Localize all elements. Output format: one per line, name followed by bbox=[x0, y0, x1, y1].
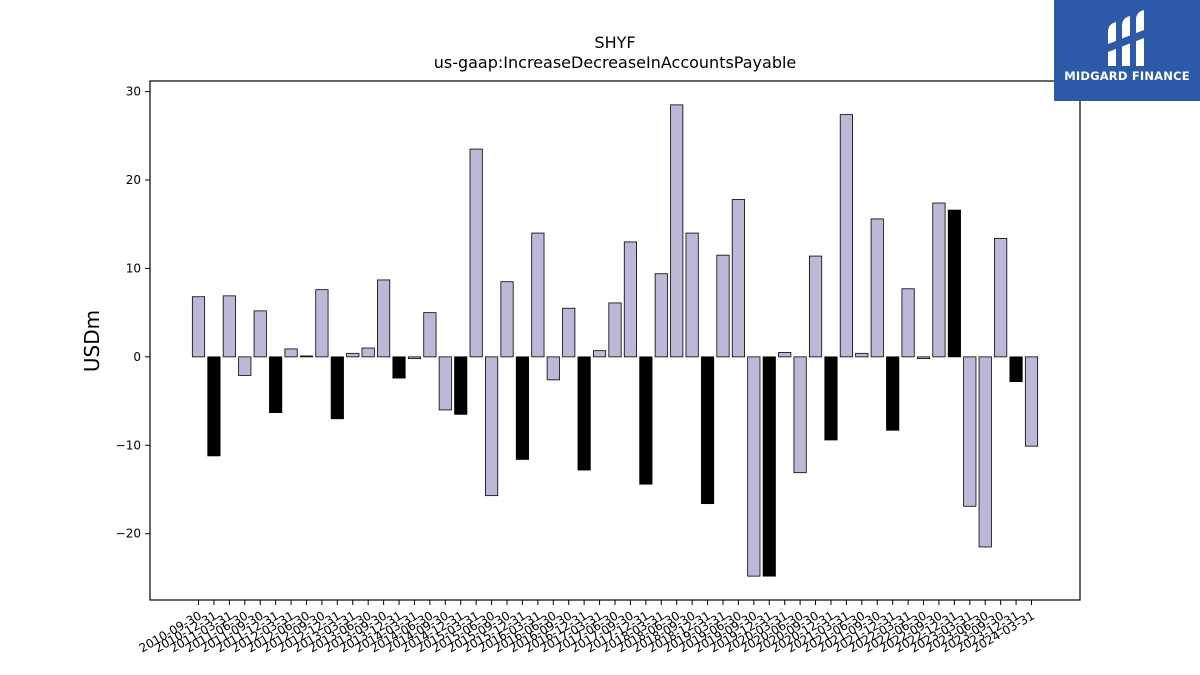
bar bbox=[469, 148, 483, 358]
bar bbox=[978, 356, 992, 548]
bar bbox=[654, 273, 668, 358]
bar bbox=[500, 281, 514, 358]
bar bbox=[608, 302, 622, 358]
bar bbox=[963, 356, 977, 507]
bar bbox=[778, 352, 792, 358]
y-tick-label: 30 bbox=[126, 85, 141, 99]
y-tick-label: 0 bbox=[133, 350, 141, 364]
y-axis: −20 −10 0 10 20 30 bbox=[116, 85, 150, 541]
bar bbox=[932, 202, 946, 358]
bar bbox=[747, 356, 761, 577]
brand-name: MIDGARD FINANCE bbox=[1064, 69, 1190, 83]
bar bbox=[793, 356, 807, 474]
y-tick-label: 20 bbox=[126, 173, 141, 187]
y-tick-label: 10 bbox=[126, 261, 141, 275]
bar bbox=[870, 218, 884, 358]
bar bbox=[423, 312, 437, 358]
bar bbox=[207, 356, 221, 457]
bar bbox=[593, 350, 607, 358]
bar bbox=[855, 352, 869, 358]
bar bbox=[485, 356, 499, 497]
bar bbox=[1009, 356, 1023, 383]
bar bbox=[284, 348, 298, 358]
brand-logo: MIDGARD FINANCE bbox=[1054, 0, 1200, 101]
bar bbox=[361, 347, 375, 358]
bar bbox=[299, 355, 314, 358]
bar bbox=[562, 307, 576, 358]
bar bbox=[269, 356, 283, 413]
bar bbox=[315, 289, 329, 358]
bar bbox=[839, 114, 853, 358]
bar bbox=[253, 310, 267, 358]
chart-subtitle: us-gaap:IncreaseDecreaseInAccountsPayabl… bbox=[434, 53, 797, 72]
x-axis: 2010-09-302010-12-312011-03-312011-06-30… bbox=[137, 600, 1037, 655]
bar bbox=[824, 356, 838, 441]
bar bbox=[886, 356, 900, 431]
bar bbox=[546, 356, 560, 381]
bar bbox=[191, 296, 206, 358]
bar bbox=[731, 199, 745, 358]
bar bbox=[392, 356, 406, 379]
bar bbox=[377, 279, 391, 358]
bar bbox=[808, 255, 823, 358]
y-tick-label: −20 bbox=[116, 527, 141, 541]
bar bbox=[716, 254, 730, 358]
bar bbox=[639, 356, 653, 485]
bar bbox=[330, 356, 344, 420]
bar bbox=[762, 356, 776, 577]
y-axis-label: USDm bbox=[80, 310, 104, 372]
bar bbox=[577, 356, 591, 471]
midgard-logo-icon bbox=[1108, 10, 1144, 66]
bar bbox=[438, 356, 452, 411]
bar bbox=[901, 288, 915, 358]
bars-layer bbox=[191, 104, 1039, 577]
y-tick-label: −10 bbox=[116, 438, 141, 452]
bar bbox=[515, 356, 530, 460]
chart-title: SHYF bbox=[594, 33, 635, 52]
bar bbox=[947, 209, 961, 358]
bar bbox=[407, 356, 422, 360]
bar bbox=[685, 232, 699, 358]
bar bbox=[222, 295, 236, 358]
bar bbox=[346, 352, 360, 358]
bar bbox=[916, 356, 931, 360]
bar bbox=[531, 232, 545, 358]
plot-frame bbox=[149, 80, 1081, 601]
bar bbox=[1024, 356, 1039, 447]
bar bbox=[994, 237, 1008, 358]
bar bbox=[623, 241, 637, 358]
bar bbox=[670, 104, 684, 358]
bar bbox=[454, 356, 468, 415]
bar bbox=[700, 356, 715, 505]
bar bbox=[238, 356, 252, 376]
